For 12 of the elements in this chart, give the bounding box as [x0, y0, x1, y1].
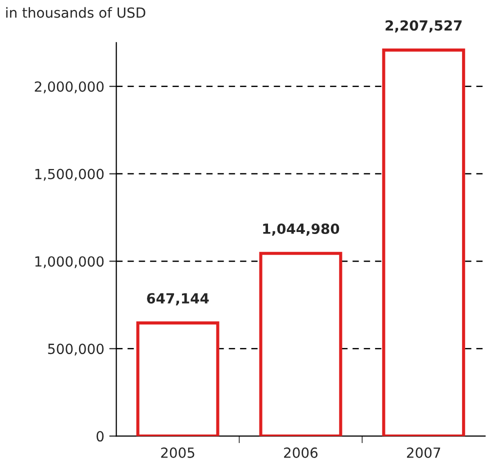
data-label: 647,144 — [147, 293, 209, 306]
y-tick-label: 500,000 — [48, 344, 104, 356]
y-tick-label: 0 — [96, 431, 104, 442]
chart-subtitle: in thousands of USD — [6, 7, 146, 18]
y-tick-label: 1,500,000 — [35, 168, 104, 181]
x-tick-label: 2007 — [406, 447, 440, 458]
data-label: 2,207,527 — [386, 20, 462, 33]
x-tick-label: 2005 — [161, 447, 194, 458]
y-tick-label: 2,000,000 — [34, 81, 104, 94]
data-label: 1,044,980 — [263, 224, 340, 236]
y-tick-label: 1,000,000 — [35, 256, 104, 268]
x-tick-label: 2006 — [284, 447, 318, 458]
